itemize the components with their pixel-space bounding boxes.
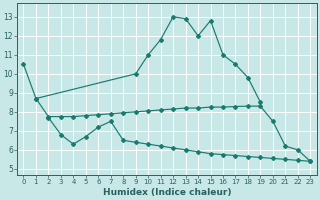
X-axis label: Humidex (Indice chaleur): Humidex (Indice chaleur): [103, 188, 231, 197]
